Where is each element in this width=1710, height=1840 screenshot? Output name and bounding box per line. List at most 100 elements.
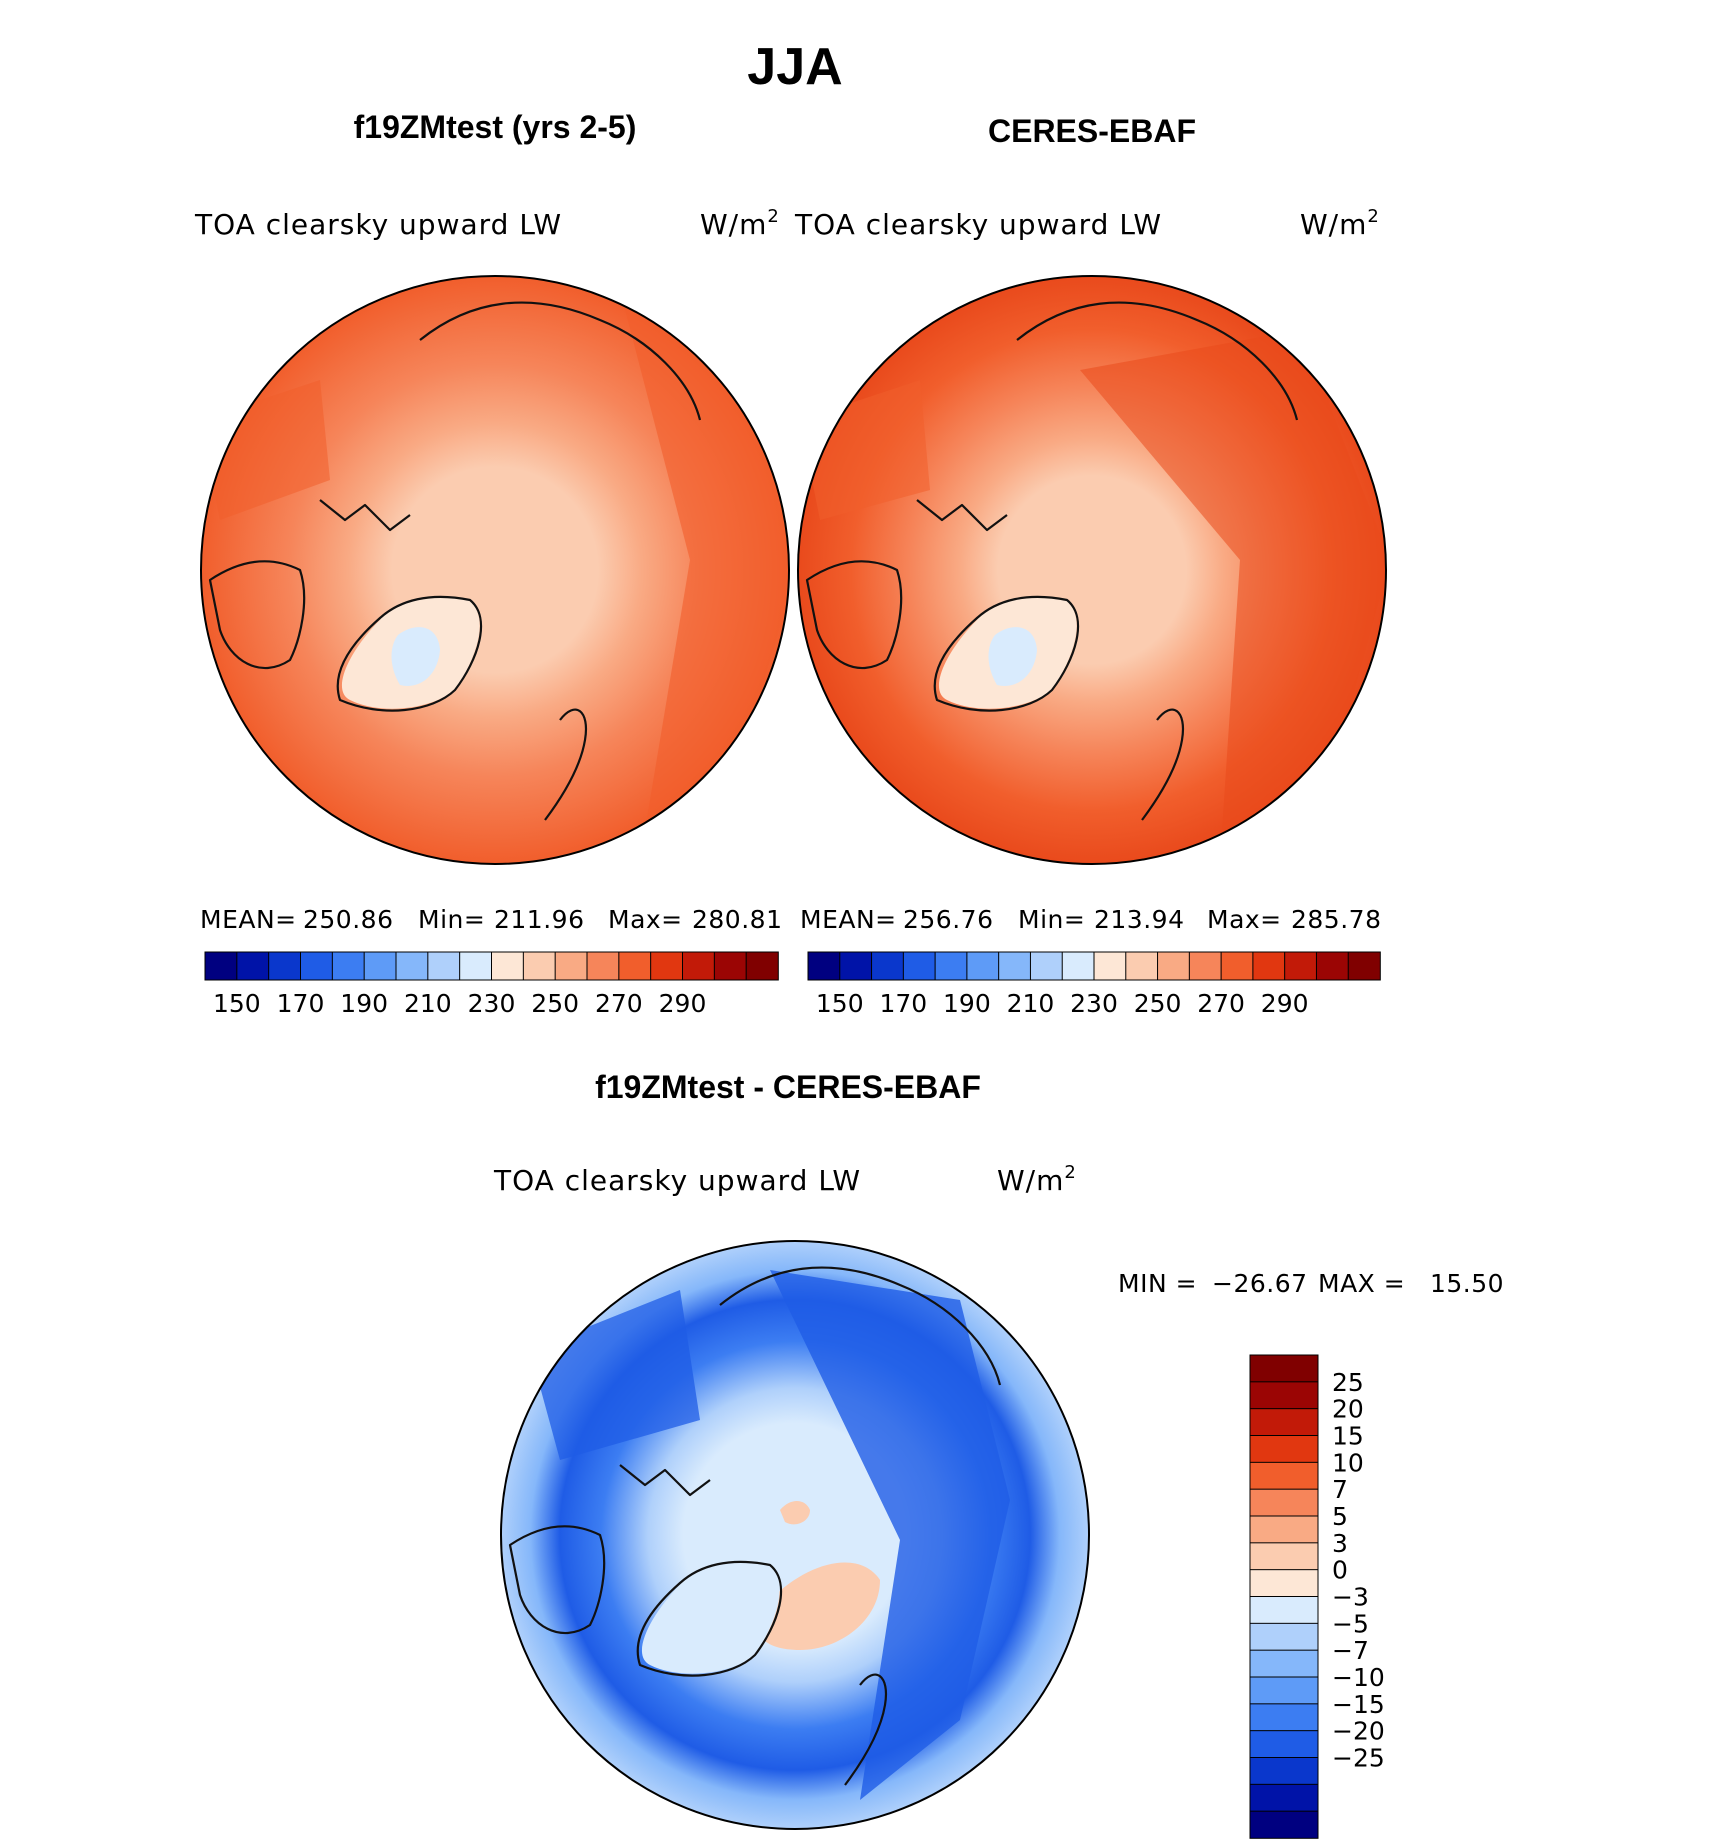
colorbar-swatch	[839, 951, 873, 981]
panel-diff-coast-archipelago	[619, 1464, 711, 1497]
panel-diff-coastlines	[508, 1266, 1002, 1786]
colorbar-swatch	[1284, 951, 1318, 981]
colorbar-swatch	[459, 951, 493, 981]
colorbar-swatch	[998, 951, 1032, 981]
colorbar-tick-label: 210	[404, 989, 452, 1018]
panel-diff: f19ZMtest - CERES-EBAF TOA clearsky upwa…	[493, 1069, 1504, 1839]
colorbar-tick-label: 150	[816, 989, 864, 1018]
panel-diff-warm-patch	[757, 1562, 880, 1650]
panel-model-stats: MEAN= 250.86 Min= 211.96 Max= 280.81	[200, 905, 782, 934]
colorbar-tick-label: −5	[1332, 1609, 1369, 1638]
colorbar-swatch	[966, 951, 1000, 981]
colorbar-tick-label: 170	[277, 989, 325, 1018]
colorbar-tick-label: 7	[1332, 1475, 1348, 1504]
panel-model-max-value: 280.81	[692, 905, 782, 934]
panel-obs-coast-archipelago	[916, 499, 1008, 532]
colorbar-swatch	[713, 951, 747, 981]
panel-model-variable: TOA clearsky upward LW	[194, 208, 562, 241]
colorbar-swatch	[268, 951, 302, 981]
panel-model-mean-value: 250.86	[303, 905, 393, 934]
colorbar-swatch	[204, 951, 238, 981]
colorbar-tick-label: −10	[1332, 1663, 1385, 1692]
colorbar-tick-label: 15	[1332, 1422, 1364, 1451]
panel-model-map-field	[201, 276, 789, 864]
colorbar-swatch	[1029, 951, 1064, 981]
panel-diff-variable: TOA clearsky upward LW	[493, 1164, 861, 1197]
colorbar-swatch	[1249, 1408, 1319, 1437]
panel-model-title: f19ZMtest (yrs 2-5)	[354, 109, 637, 145]
colorbar-swatch	[1249, 1730, 1319, 1759]
panel-obs-min-label: Min=	[1018, 905, 1085, 934]
panel-obs-colorbar: 150 170 190 210 230 250 270 290	[807, 951, 1381, 1018]
panel-model-map	[201, 276, 789, 864]
panel-model-units-exp: 2	[767, 206, 779, 227]
panel-obs-coast-greenland	[933, 595, 1080, 712]
colorbar-swatch	[1249, 1676, 1319, 1705]
colorbar-swatch	[1249, 1649, 1319, 1678]
panel-obs-coast-americas	[805, 560, 903, 670]
colorbar-swatch	[1315, 951, 1350, 981]
panel-model-greenland-ice	[391, 627, 440, 686]
panel-diff-stats: MIN = −26.67 MAX = 15.50	[1118, 1269, 1504, 1298]
colorbar-swatch	[902, 951, 936, 981]
colorbar-swatch	[1220, 951, 1254, 981]
colorbar-swatch	[1249, 1810, 1319, 1839]
colorbar-tick-label: 230	[468, 989, 516, 1018]
colorbar-swatch	[427, 951, 461, 981]
colorbar-swatch	[650, 951, 684, 981]
panel-obs-max-label: Max=	[1207, 905, 1282, 934]
panel-diff-coast-eurasia	[719, 1266, 1002, 1386]
panel-model-coast-archipelago	[319, 499, 411, 532]
panel-obs-mean-label: MEAN=	[800, 905, 897, 934]
colorbar-swatch	[1249, 1488, 1319, 1517]
colorbar-swatch	[871, 951, 905, 981]
colorbar-tick-label: 290	[659, 989, 707, 1018]
panel-model-coast-eurasia	[419, 301, 702, 421]
colorbar-tick-label: 230	[1070, 989, 1118, 1018]
panel-diff-units: W/m2	[997, 1162, 1077, 1197]
colorbar-swatch	[745, 951, 779, 981]
panel-diff-coast-greenland	[636, 1560, 783, 1677]
colorbar-swatch	[1125, 951, 1159, 981]
colorbar-tick-label: 20	[1332, 1395, 1364, 1424]
colorbar-swatch	[1249, 1381, 1319, 1410]
panel-model-coast-scandinavia	[544, 708, 588, 821]
panel-obs-map	[798, 276, 1386, 864]
colorbar-swatch	[1249, 1569, 1319, 1598]
panel-obs-coast-scandinavia	[1141, 708, 1185, 821]
panel-model-mean-label: MEAN=	[200, 905, 297, 934]
panel-model-max-label: Max=	[608, 905, 683, 934]
colorbar-tick-label: 150	[213, 989, 261, 1018]
panel-model-coast-americas	[208, 560, 306, 670]
colorbar-swatch	[1249, 1622, 1319, 1651]
colorbar-tick-label: 0	[1332, 1556, 1348, 1585]
panel-diff-max-value: 15.50	[1430, 1269, 1504, 1298]
colorbar-swatch	[1249, 1757, 1319, 1786]
colorbar-swatch	[1249, 1354, 1319, 1383]
colorbar-tick-label: 5	[1332, 1502, 1348, 1531]
colorbar-swatch	[1157, 951, 1191, 981]
colorbar-swatch	[1249, 1783, 1319, 1812]
colorbar-tick-label: 170	[879, 989, 927, 1018]
colorbar-tick-label: 250	[531, 989, 579, 1018]
colorbar-swatch	[682, 951, 716, 981]
colorbar-tick-label: 3	[1332, 1529, 1348, 1558]
panel-model-map-border	[200, 275, 790, 865]
panel-obs-units-base: W/m	[1300, 208, 1367, 241]
colorbar-tick-label: 190	[943, 989, 991, 1018]
panel-obs-title: CERES-EBAF	[988, 113, 1196, 149]
panel-obs-min-value: 213.94	[1094, 905, 1184, 934]
colorbar-tick-label: −15	[1332, 1690, 1385, 1719]
colorbar-swatch	[1249, 1542, 1319, 1571]
colorbar-swatch	[363, 951, 397, 981]
panel-obs-units: W/m2	[1300, 206, 1380, 241]
colorbar-swatch	[300, 951, 334, 981]
colorbar-swatch	[1249, 1703, 1319, 1732]
colorbar-swatch	[1249, 1461, 1319, 1490]
panel-diff-min-label: MIN =	[1118, 1269, 1197, 1298]
panel-obs-greenland-ice	[988, 627, 1037, 686]
panel-diff-map-border	[500, 1240, 1090, 1830]
panel-diff-cold-band-west	[530, 1290, 700, 1460]
